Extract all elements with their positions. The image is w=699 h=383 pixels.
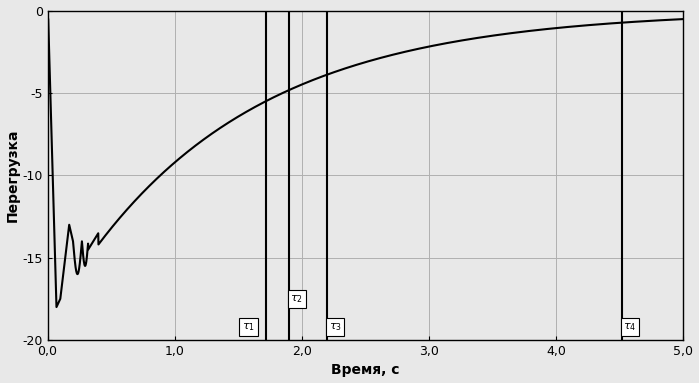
X-axis label: Время, с: Время, с (331, 363, 400, 377)
Text: $\tau_4$: $\tau_4$ (624, 321, 637, 333)
Text: $\tau_3$: $\tau_3$ (329, 321, 341, 333)
Y-axis label: Перегрузка: Перегрузка (6, 129, 20, 222)
Text: $\tau_1$: $\tau_1$ (242, 321, 255, 333)
Text: $\tau_2$: $\tau_2$ (290, 293, 303, 305)
